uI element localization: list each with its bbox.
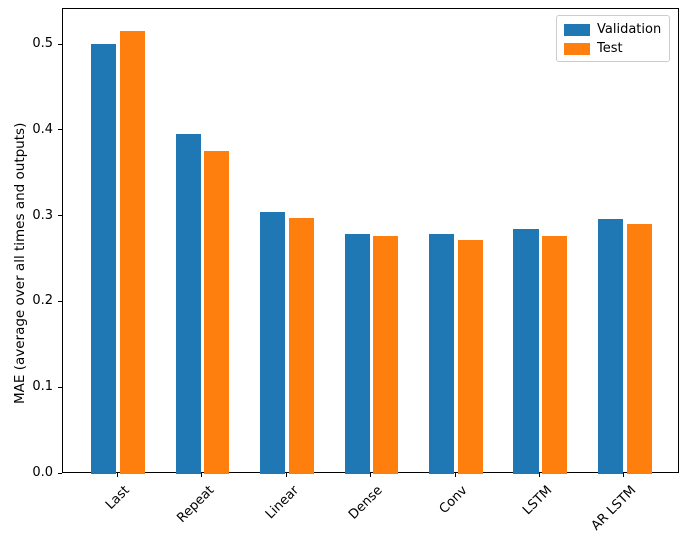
bar-validation-ar-lstm [597, 219, 624, 474]
y-tick-label: 0.5 [32, 36, 53, 51]
y-tick-mark [58, 472, 62, 474]
legend-entry-test: Test [564, 39, 662, 58]
bar-validation-linear [260, 211, 286, 474]
plot-area [62, 8, 679, 474]
y-tick-label: 0.3 [32, 207, 53, 223]
y-axis-label: MAE (average over all times and outputs) [12, 122, 28, 404]
y-tick-label: 0.4 [32, 121, 53, 137]
bar-test-lstm [542, 236, 568, 474]
x-tick-mark [454, 473, 456, 477]
x-tick-label-lstm: LSTM [519, 483, 556, 519]
x-tick-mark [116, 473, 118, 477]
x-tick-mark [285, 473, 287, 477]
bar-test-dense [373, 236, 399, 474]
legend-label-validation: Validation [597, 22, 662, 37]
bar-validation-repeat [175, 134, 201, 474]
y-tick-label: 0.2 [32, 293, 53, 309]
bar-test-repeat [204, 150, 230, 474]
x-tick-label-dense: Dense [346, 483, 387, 523]
bar-validation-lstm [513, 228, 539, 474]
x-tick-label-last: Last [102, 483, 133, 513]
y-tick-mark [58, 43, 62, 45]
x-tick-mark [538, 473, 540, 477]
bar-validation-conv [428, 233, 455, 474]
bar-test-linear [288, 217, 314, 474]
bar-test-ar-lstm [626, 223, 652, 474]
x-tick-label-linear: Linear [262, 483, 302, 523]
y-tick-mark [58, 386, 62, 388]
bars-layer [63, 9, 678, 474]
x-tick-label-ar-lstm: AR LSTM [588, 483, 640, 534]
y-tick-mark [58, 300, 62, 302]
validation-swatch-icon [564, 23, 590, 36]
x-tick-mark [370, 473, 371, 477]
test-swatch-icon [564, 42, 590, 55]
y-tick-mark [58, 129, 62, 131]
legend-entry-validation: Validation [564, 20, 662, 39]
x-tick-label-repeat: Repeat [174, 483, 218, 526]
x-tick-label-conv: Conv [436, 483, 471, 517]
bar-validation-dense [344, 233, 370, 474]
legend-label-test: Test [597, 41, 623, 56]
y-tick-label: 0.1 [32, 379, 53, 395]
legend: Validation Test [556, 15, 670, 62]
x-tick-mark [623, 473, 625, 477]
bar-validation-last [91, 44, 117, 474]
bar-test-conv [457, 239, 483, 474]
bar-test-last [119, 31, 146, 474]
y-tick-mark [58, 215, 62, 217]
y-tick-label: 0.0 [32, 465, 53, 480]
x-tick-mark [201, 473, 203, 477]
